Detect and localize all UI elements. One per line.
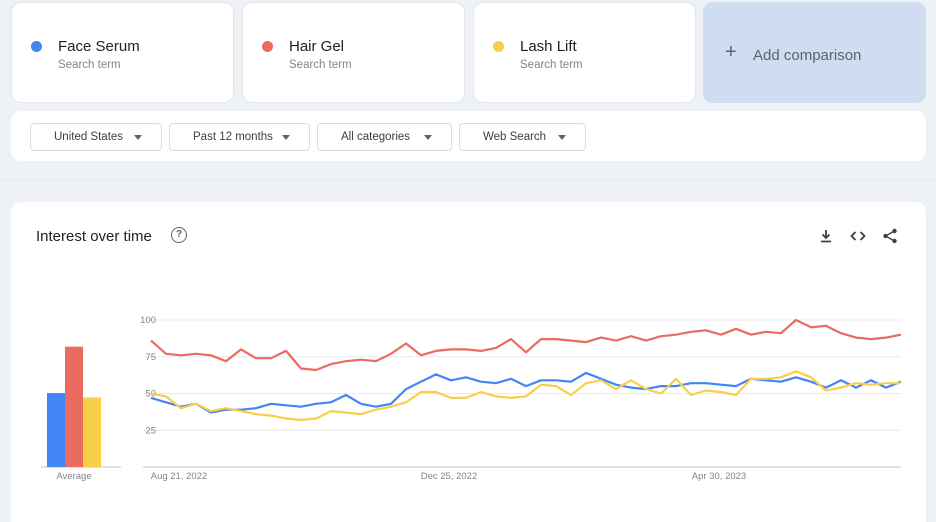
panel-title: Interest over time: [36, 228, 152, 245]
embed-icon[interactable]: [849, 227, 867, 245]
add-comparison-label: Add comparison: [753, 47, 862, 64]
time-range-filter-dropdown[interactable]: Past 12 months: [169, 123, 310, 151]
section-divider: [0, 180, 936, 181]
average-label: Average: [56, 471, 91, 482]
lash-lift-color-dot: [493, 41, 504, 52]
term-type: Search term: [58, 59, 121, 71]
y-tick-label: 25: [145, 425, 156, 436]
interest-over-time-panel: Interest over time ? 100 75 50 25 Aug 21, 20…: [11, 202, 926, 522]
caret-down-icon: [558, 135, 566, 140]
lash-lift-series-line: [150, 370, 901, 422]
caret-down-icon: [282, 135, 290, 140]
hair-gel-average-bar: [65, 346, 83, 467]
hair-gel-series-line: [150, 318, 902, 372]
y-tick-label: 100: [140, 315, 156, 326]
x-tick-label: Dec 25, 2022: [421, 471, 478, 482]
y-tick-label: 50: [145, 389, 156, 400]
x-tick-label: Apr 30, 2023: [692, 471, 746, 482]
term-type: Search term: [520, 59, 583, 71]
term-card-hair-gel[interactable]: Hair Gel Search term: [242, 2, 465, 103]
category-filter-dropdown[interactable]: All categories: [317, 123, 452, 151]
share-icon[interactable]: [881, 227, 899, 245]
face-serum-series-line: [150, 371, 902, 414]
download-icon[interactable]: [817, 227, 835, 245]
face-serum-average-bar: [47, 393, 65, 467]
help-icon[interactable]: ?: [171, 227, 187, 243]
search-type-filter-dropdown[interactable]: Web Search: [459, 123, 586, 151]
face-serum-color-dot: [31, 41, 42, 52]
y-tick-label: 75: [145, 352, 156, 363]
filter-bar: United States Past 12 months All categor…: [11, 111, 926, 161]
filter-label: Web Search: [483, 131, 547, 143]
x-tick-label: Aug 21, 2022: [151, 471, 208, 482]
filter-label: Past 12 months: [193, 131, 273, 143]
filter-label: United States: [54, 131, 124, 143]
filter-label: All categories: [341, 131, 411, 143]
hair-gel-color-dot: [262, 41, 273, 52]
term-name: Face Serum: [58, 38, 140, 55]
region-filter-dropdown[interactable]: United States: [30, 123, 162, 151]
term-type: Search term: [289, 59, 352, 71]
add-comparison-button[interactable]: + Add comparison: [703, 2, 926, 103]
term-name: Lash Lift: [520, 38, 577, 55]
lash-lift-average-bar: [83, 397, 101, 467]
plus-icon: +: [725, 41, 737, 63]
caret-down-icon: [424, 135, 432, 140]
term-name: Hair Gel: [289, 38, 345, 55]
interest-over-time-chart: 100 75 50 25 Aug 21, 2022 Dec 25, 2022 Apr 30,…: [41, 315, 902, 482]
term-card-lash-lift[interactable]: Lash Lift Search term: [473, 2, 696, 103]
caret-down-icon: [134, 135, 142, 140]
term-card-face-serum[interactable]: Face Serum Search term: [11, 2, 234, 103]
